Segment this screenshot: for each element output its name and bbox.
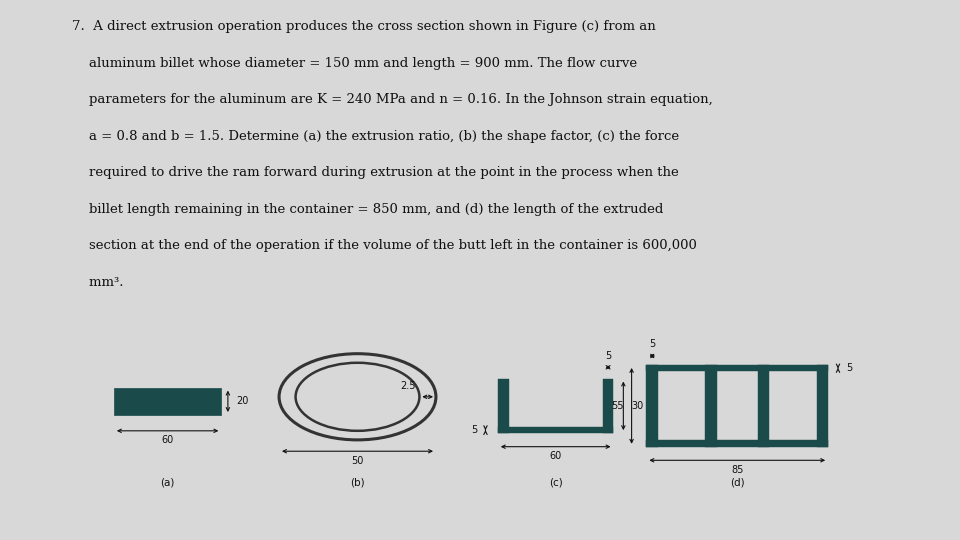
Text: 5: 5 (649, 339, 656, 349)
Bar (603, 379, 613, 433)
Text: 60: 60 (161, 435, 174, 445)
Bar (498, 427, 613, 433)
Text: 20: 20 (236, 396, 249, 406)
Bar (705, 365, 716, 447)
Bar (498, 379, 509, 433)
Text: 55: 55 (611, 401, 623, 411)
Text: 30: 30 (632, 401, 644, 411)
Text: mm³.: mm³. (72, 275, 124, 288)
Bar (646, 365, 828, 372)
Bar (817, 365, 828, 447)
Text: 60: 60 (549, 451, 562, 461)
Text: 5: 5 (471, 425, 477, 435)
Text: (a): (a) (160, 477, 175, 488)
Text: 85: 85 (732, 465, 743, 475)
Bar (646, 365, 658, 447)
Text: 5: 5 (605, 350, 612, 361)
Text: required to drive the ram forward during extrusion at the point in the process w: required to drive the ram forward during… (72, 166, 679, 179)
Text: (d): (d) (730, 477, 745, 488)
Text: 5: 5 (847, 363, 852, 373)
Text: (c): (c) (549, 477, 563, 488)
Text: billet length remaining in the container = 850 mm, and (d) the length of the ext: billet length remaining in the container… (72, 202, 663, 215)
Bar (758, 365, 770, 447)
Bar (114, 388, 221, 415)
Bar (646, 440, 828, 447)
Text: 7.  A direct extrusion operation produces the cross section shown in Figure (c) : 7. A direct extrusion operation produces… (72, 21, 656, 33)
Text: parameters for the aluminum are K = 240 MPa and n = 0.16. In the Johnson strain : parameters for the aluminum are K = 240 … (72, 93, 712, 106)
Text: a = 0.8 and b = 1.5. Determine (a) the extrusion ratio, (b) the shape factor, (c: a = 0.8 and b = 1.5. Determine (a) the e… (72, 130, 679, 143)
Text: 50: 50 (351, 456, 364, 466)
Text: 2.5: 2.5 (399, 381, 416, 391)
Text: (b): (b) (350, 477, 365, 488)
Text: aluminum billet whose diameter = 150 mm and length = 900 mm. The flow curve: aluminum billet whose diameter = 150 mm … (72, 57, 637, 70)
Text: section at the end of the operation if the volume of the butt left in the contai: section at the end of the operation if t… (72, 239, 697, 252)
